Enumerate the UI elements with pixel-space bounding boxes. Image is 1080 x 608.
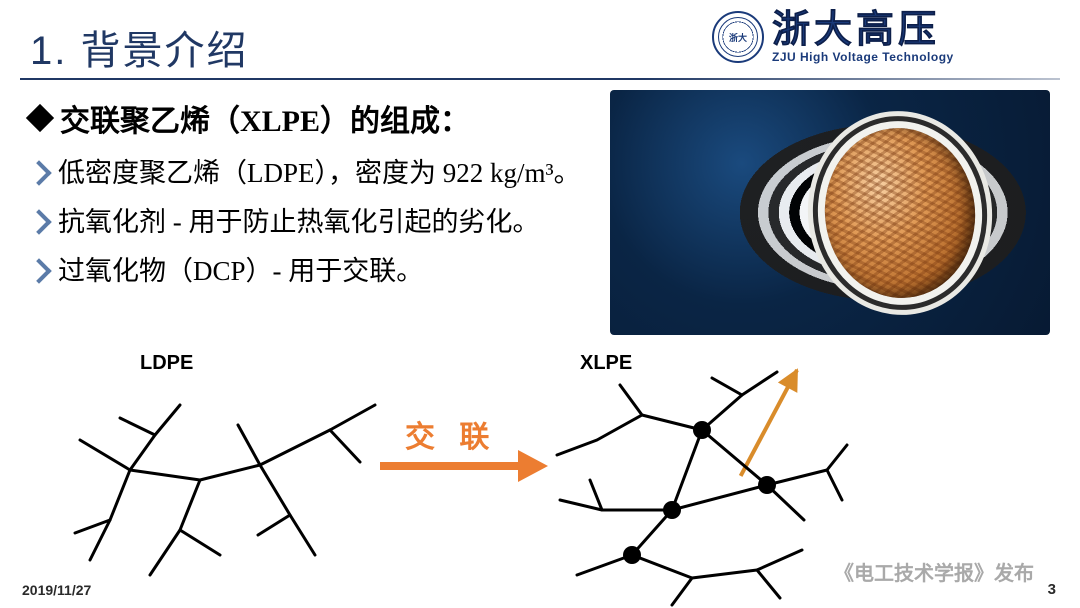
title-text: 1. 背景介绍 bbox=[30, 29, 248, 73]
subtitle-suffix: ）的组成： bbox=[320, 105, 470, 138]
logo-cn: 浙大高压 bbox=[772, 11, 954, 51]
section-title: 1. 背景介绍 bbox=[30, 18, 248, 76]
subtitle: 交联聚乙烯（XLPE）的组成： bbox=[60, 96, 470, 140]
logo-seal-icon: 浙大 bbox=[712, 11, 764, 63]
crosslink-arrow-icon bbox=[380, 450, 550, 482]
cable-photo bbox=[610, 90, 1050, 335]
logo-seal-inner-icon: 浙大 bbox=[718, 17, 758, 57]
polymer-diagrams: LDPE XLPE 交 联 bbox=[60, 350, 880, 580]
subtitle-row: 交联聚乙烯（XLPE）的组成： bbox=[30, 96, 590, 140]
bullet-2: 抗氧化剂 - 用于防止热氧化引起的劣化。 bbox=[30, 203, 590, 242]
slide: 1. 背景介绍 浙大 浙大高压 ZJU High Voltage Technol… bbox=[0, 0, 1080, 608]
subtitle-roman: XLPE bbox=[240, 105, 320, 138]
subtitle-prefix: 交联聚乙烯（ bbox=[60, 105, 240, 138]
footer-page-number: 3 bbox=[1048, 581, 1056, 598]
footer-date: 2019/11/27 bbox=[22, 582, 91, 598]
cable-copper-core bbox=[817, 120, 984, 305]
chevron-icon bbox=[26, 160, 51, 185]
title-divider bbox=[20, 78, 1060, 80]
footer-journal: 《电工技术学报》发布 bbox=[834, 557, 1034, 586]
body-content: 交联聚乙烯（XLPE）的组成： 低密度聚乙烯（LDPE），密度为 922 kg/… bbox=[30, 96, 590, 301]
ldpe-structure-diagram bbox=[60, 370, 390, 590]
logo-en: ZJU High Voltage Technology bbox=[772, 51, 954, 64]
bullet-3: 过氧化物（DCP）- 用于交联。 bbox=[30, 252, 590, 291]
org-logo: 浙大 浙大高压 ZJU High Voltage Technology bbox=[712, 8, 1062, 66]
bullet-3-text: 过氧化物（DCP）- 用于交联。 bbox=[58, 252, 423, 291]
logo-text-block: 浙大高压 ZJU High Voltage Technology bbox=[772, 11, 954, 63]
bullet-1-text: 低密度聚乙烯（LDPE），密度为 922 kg/m³。 bbox=[58, 154, 581, 193]
bullet-2-text: 抗氧化剂 - 用于防止热氧化引起的劣化。 bbox=[58, 203, 540, 242]
bullet-1: 低密度聚乙烯（LDPE），密度为 922 kg/m³。 bbox=[30, 154, 590, 193]
xlpe-structure-diagram bbox=[542, 360, 862, 608]
chevron-icon bbox=[26, 209, 51, 234]
diamond-bullet-icon bbox=[26, 104, 54, 132]
chevron-icon bbox=[26, 259, 51, 284]
arrow-head bbox=[518, 450, 548, 482]
arrow-shaft bbox=[380, 462, 520, 470]
